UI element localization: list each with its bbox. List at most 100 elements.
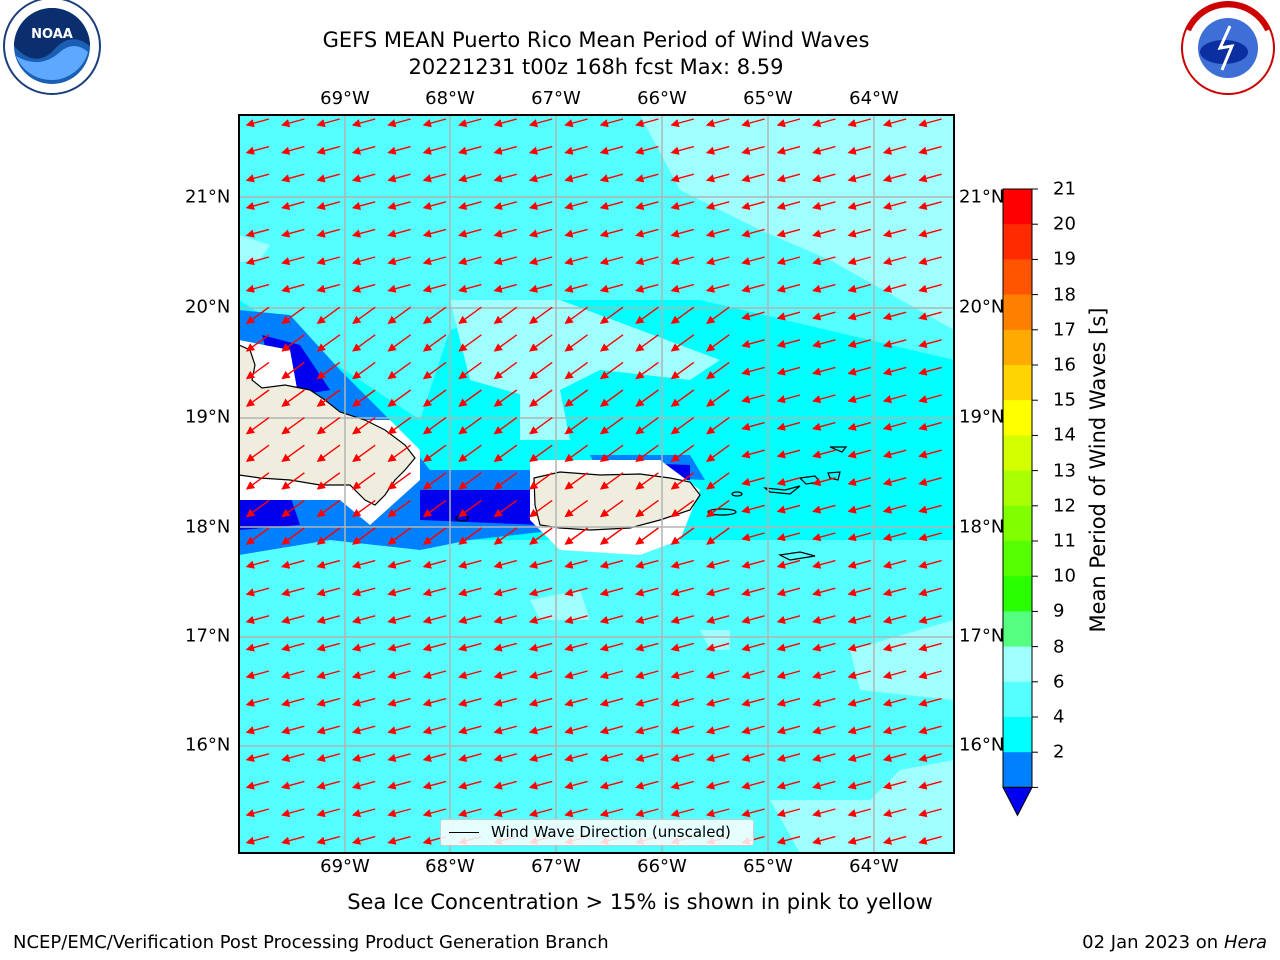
wind-wave-arrow <box>670 670 694 680</box>
wind-wave-arrow <box>599 753 624 763</box>
wind-wave-arrow <box>422 389 447 407</box>
wind-wave-arrow <box>741 725 765 735</box>
wind-wave-arrow <box>245 444 270 463</box>
wind-wave-arrow <box>564 256 588 266</box>
wind-wave-arrow <box>422 334 447 352</box>
wind-wave-arrow <box>706 306 730 325</box>
wind-wave-arrow <box>670 472 695 490</box>
wind-wave-arrow <box>351 697 376 707</box>
lon-label-top: 66°W <box>637 88 687 109</box>
wind-wave-arrow <box>599 642 624 652</box>
wind-wave-arrow <box>705 145 730 155</box>
wind-wave-arrow <box>812 118 836 128</box>
wind-wave-arrow <box>670 444 695 463</box>
wind-wave-arrow <box>281 753 305 763</box>
wind-wave-arrow <box>776 394 801 404</box>
wind-wave-arrow <box>245 559 270 569</box>
wind-wave-arrow <box>776 780 801 790</box>
wind-wave-arrow <box>245 615 270 625</box>
wind-wave-arrow <box>741 449 765 459</box>
wind-wave-arrow <box>422 499 447 518</box>
wind-wave-arrow <box>706 334 730 352</box>
wind-wave-arrow <box>918 421 942 431</box>
wind-wave-arrow <box>281 389 305 407</box>
wind-wave-arrow <box>918 228 942 238</box>
colorbar-segment <box>1003 259 1032 296</box>
wind-wave-arrow <box>281 173 305 183</box>
wind-wave-arrow <box>882 145 907 155</box>
wind-wave-arrow <box>387 173 411 183</box>
wind-wave-arrow <box>847 615 871 625</box>
wind-wave-arrow <box>599 283 624 293</box>
legend-line-swatch <box>449 832 479 833</box>
wind-wave-arrow <box>422 472 447 490</box>
wind-wave-arrow <box>670 145 694 155</box>
colorbar-segment <box>1003 505 1032 542</box>
wind-wave-arrow <box>351 808 376 818</box>
wind-wave-arrow <box>776 118 801 128</box>
wind-wave-arrow <box>776 559 801 569</box>
wind-wave-arrow <box>564 173 588 183</box>
wind-wave-arrow <box>635 417 659 435</box>
wind-wave-arrow <box>422 725 447 735</box>
wind-wave-arrow <box>493 173 517 183</box>
wind-wave-arrow <box>776 283 801 293</box>
wind-wave-arrow <box>670 587 694 597</box>
wind-wave-arrow <box>281 499 305 518</box>
wind-wave-arrow <box>812 256 836 266</box>
wind-wave-arrow <box>528 587 553 597</box>
wind-wave-arrow <box>245 835 270 845</box>
wind-wave-arrow <box>847 725 871 735</box>
wind-wave-arrow <box>316 642 340 652</box>
wind-wave-arrow <box>316 559 340 569</box>
wind-wave-arrow <box>564 283 588 293</box>
wind-wave-arrow <box>387 642 411 652</box>
wind-wave-arrow <box>245 334 270 352</box>
wind-wave-arrow <box>458 780 482 790</box>
wind-wave-arrow <box>529 417 553 435</box>
wind-wave-arrow <box>812 173 836 183</box>
wind-wave-arrow <box>458 228 482 238</box>
wind-wave-arrow <box>564 228 588 238</box>
graticule <box>239 115 954 853</box>
wind-wave-arrow <box>493 306 518 325</box>
puerto-rico-land <box>533 471 701 531</box>
wind-wave-arrow <box>741 559 765 569</box>
wind-wave-arrow <box>422 256 447 266</box>
wind-wave-arrow <box>812 366 836 376</box>
wind-wave-arrow <box>351 725 376 735</box>
wind-wave-arrow <box>245 670 270 680</box>
wind-wave-arrow <box>670 615 694 625</box>
wind-wave-arrow <box>245 389 270 407</box>
wind-wave-arrow <box>493 228 517 238</box>
wind-wave-arrow <box>316 753 340 763</box>
wind-wave-arrow <box>812 228 836 238</box>
wind-wave-arrow <box>351 642 376 652</box>
wind-wave-arrow <box>493 201 517 211</box>
wind-wave-arrow <box>387 527 412 545</box>
wind-wave-arrow <box>281 808 305 818</box>
wind-wave-arrow <box>529 334 553 352</box>
wind-wave-arrow <box>493 670 517 680</box>
wind-wave-arrow <box>670 753 694 763</box>
wind-wave-arrow <box>847 145 871 155</box>
wind-wave-arrow <box>776 642 801 652</box>
wind-wave-arrow <box>458 642 482 652</box>
colorbar-tick-label: 21 <box>1053 178 1076 200</box>
wind-wave-arrow <box>422 118 447 128</box>
wind-wave-arrow <box>635 615 659 625</box>
wind-wave-arrow <box>705 173 730 183</box>
wind-wave-arrow <box>529 306 553 325</box>
wind-wave-arrow <box>281 361 305 380</box>
wind-wave-arrow <box>422 559 447 569</box>
wind-wave-arrow <box>847 118 871 128</box>
wind-wave-arrow <box>882 421 907 431</box>
wind-wave-arrow <box>847 835 871 845</box>
wind-wave-arrow <box>245 499 270 518</box>
sea-ice-note: Sea Ice Concentration > 15% is shown in … <box>347 890 933 914</box>
wind-wave-arrow <box>245 173 270 183</box>
wind-wave-arrow <box>635 118 659 128</box>
map-frame <box>238 114 955 854</box>
wind-wave-arrow <box>882 339 907 349</box>
